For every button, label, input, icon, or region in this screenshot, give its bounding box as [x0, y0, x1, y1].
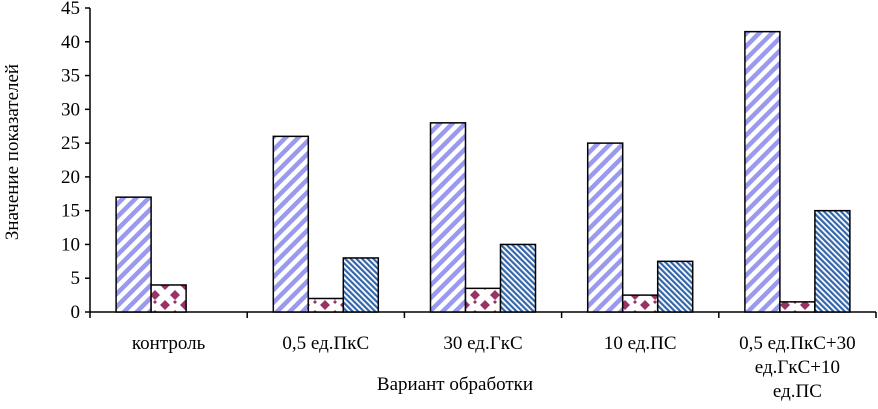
y-tick-label: 40: [61, 32, 80, 53]
bar-diagonal-stripes: [115, 196, 152, 313]
bar-diagonal-stripes: [744, 30, 781, 313]
bar-dots: [150, 284, 187, 313]
x-category-label-line: 0,5 ед.ПкС: [282, 333, 369, 354]
y-tick-label: 25: [61, 133, 80, 154]
bar-dense-hatch: [814, 209, 851, 313]
bar-diagonal-stripes: [586, 142, 624, 313]
bar-dense-hatch: [656, 260, 694, 313]
x-category-label: контроль: [132, 333, 206, 354]
y-tick-label: 45: [61, 0, 80, 19]
x-category-label: 0,5 ед.ПкС: [282, 333, 369, 354]
y-tick-label: 35: [61, 66, 80, 87]
x-category-label-line: ед.ПС: [773, 381, 822, 402]
x-category-label-line: контроль: [132, 333, 206, 354]
y-tick-label: 10: [61, 234, 80, 255]
x-category-label: 30 ед.ГкС: [443, 333, 522, 354]
y-tick-label: 30: [61, 99, 80, 120]
bar-dots: [779, 301, 816, 313]
x-category-label: 10 ед.ПС: [604, 333, 677, 354]
x-category-label-line: 10 ед.ПС: [604, 333, 677, 354]
bar-dense-hatch: [499, 243, 537, 313]
y-axis-title: Значение показателей: [2, 64, 23, 240]
bar-dots: [621, 294, 659, 313]
bar-dots: [464, 287, 502, 313]
x-category-label-line: 30 ед.ГкС: [443, 333, 522, 354]
bar-dots: [307, 297, 345, 313]
x-category-label: 0,5 ед.ПкС+30 ед.ГкС+10 ед.ПС: [739, 333, 855, 402]
y-tick-label: 5: [71, 268, 81, 289]
y-tick-label: 15: [61, 201, 80, 222]
x-category-label-line: 0,5 ед.ПкС+30: [739, 333, 855, 354]
y-tick-label: 0: [71, 302, 81, 323]
x-axis-title: Вариант обработки: [377, 374, 533, 395]
y-tick-label: 20: [61, 167, 80, 188]
x-category-label-line: ед.ГкС+10: [755, 357, 840, 378]
bar-dense-hatch: [342, 257, 380, 313]
bar-diagonal-stripes: [272, 135, 310, 313]
bar-diagonal-stripes: [429, 122, 467, 313]
